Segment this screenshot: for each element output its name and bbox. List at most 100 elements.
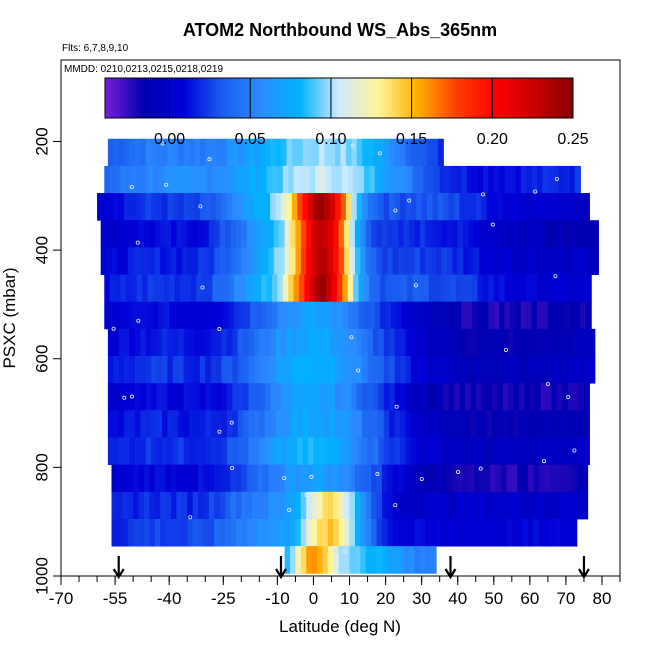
heatmap-cell [163, 165, 170, 194]
heatmap-cell [214, 220, 221, 248]
heatmap-cell [392, 220, 399, 248]
heatmap-cell [546, 410, 553, 438]
heatmap-cell [349, 247, 356, 275]
heatmap-cell [482, 301, 489, 330]
colorbar-tick-label: 0.20 [477, 131, 508, 148]
heatmap-cell [371, 247, 378, 275]
heatmap-cell [253, 383, 260, 411]
heatmap-cell [284, 220, 291, 248]
heatmap-cell [280, 138, 288, 167]
heatmap-cell [367, 383, 374, 411]
heatmap-cell [299, 165, 306, 194]
heatmap-cell [335, 328, 342, 357]
heatmap-cell [246, 220, 253, 248]
x-tick-label: 0 [309, 589, 318, 608]
heatmap-cell [122, 247, 129, 275]
heatmap-cell [551, 328, 558, 357]
heatmap-cell [540, 437, 547, 466]
heatmap-cell [124, 356, 131, 384]
heatmap-cell [264, 383, 271, 411]
heatmap-cell [127, 491, 134, 520]
heatmap-cell [311, 491, 318, 520]
heatmap-cell [118, 356, 125, 384]
sample-point [200, 285, 205, 290]
heatmap-cell [322, 518, 329, 547]
heatmap-cell [216, 383, 223, 411]
heatmap-cell [156, 383, 163, 411]
heatmap-cell [578, 193, 585, 221]
heatmap-cell [538, 518, 545, 547]
heatmap-cell [255, 301, 262, 330]
heatmap-cell [546, 356, 553, 384]
heatmap-cell [302, 383, 309, 411]
heatmap-cell [427, 356, 434, 384]
heatmap-cell [403, 464, 410, 493]
heatmap-cell [403, 518, 410, 547]
heatmap-cell [437, 383, 444, 411]
heatmap-cell [107, 328, 114, 357]
heatmap-cell [394, 383, 401, 411]
heatmap-cell [318, 138, 325, 167]
heatmap-cell [428, 165, 435, 194]
heatmap-cell [232, 410, 239, 438]
heatmap-cell [421, 193, 428, 221]
heatmap-cell [145, 193, 152, 221]
heatmap-cell [252, 518, 259, 547]
heatmap-cell [405, 138, 412, 167]
heatmap-cell [463, 491, 470, 520]
heatmap-cell [201, 301, 208, 330]
heatmap-cell [286, 383, 293, 411]
heatmap-cell [387, 464, 394, 493]
heatmap-cell [425, 464, 432, 493]
heatmap-cell [544, 518, 551, 547]
heatmap-cell [372, 437, 379, 466]
heatmap-cell [589, 356, 596, 384]
heatmap-cell [376, 220, 383, 248]
heatmap-cell [133, 464, 140, 493]
heatmap-cell [400, 328, 407, 357]
heatmap-cell [327, 464, 334, 493]
heatmap-cell [569, 301, 576, 330]
heatmap-cell [333, 220, 340, 248]
heatmap-cell [360, 491, 367, 520]
heatmap-cell [362, 383, 369, 411]
heatmap-cell [106, 247, 113, 275]
heatmap-cell [571, 220, 578, 248]
heatmap-cell [464, 410, 471, 438]
heatmap-cell [513, 437, 520, 466]
heatmap-cell [246, 491, 253, 520]
heatmap-cell [149, 491, 156, 520]
heatmap-cell [562, 193, 569, 221]
sample-point [230, 465, 235, 470]
heatmap-cell [455, 301, 462, 330]
heatmap-cell [479, 220, 486, 248]
heatmap-cell [452, 220, 459, 248]
heatmap-cell [475, 410, 482, 438]
heatmap-cell [365, 464, 372, 493]
heatmap-cell [556, 383, 563, 411]
heatmap-cell [291, 410, 298, 438]
heatmap-cell [174, 165, 181, 194]
heatmap-cell [282, 274, 289, 303]
heatmap-cell [205, 356, 212, 384]
heatmap-cell [237, 437, 244, 466]
heatmap-cell [448, 437, 455, 466]
heatmap-cell [172, 383, 179, 411]
heatmap-cell [353, 301, 360, 330]
heatmap-cell [216, 138, 223, 167]
heatmap-cell [181, 464, 188, 493]
heatmap-cell [317, 518, 324, 547]
heatmap-cell [484, 220, 491, 248]
heatmap-cell [491, 383, 498, 411]
heatmap-cell [416, 193, 423, 221]
heatmap-cell [170, 518, 178, 547]
heatmap-cell [181, 220, 188, 248]
heatmap-cell [107, 410, 114, 438]
heatmap-cell [430, 491, 437, 520]
heatmap-cell [284, 247, 291, 275]
heatmap-cell [140, 383, 147, 411]
heatmap-cell [115, 274, 122, 303]
heatmap-cell [387, 247, 394, 275]
heatmap-cell [349, 220, 356, 248]
heatmap-cell [446, 491, 453, 520]
